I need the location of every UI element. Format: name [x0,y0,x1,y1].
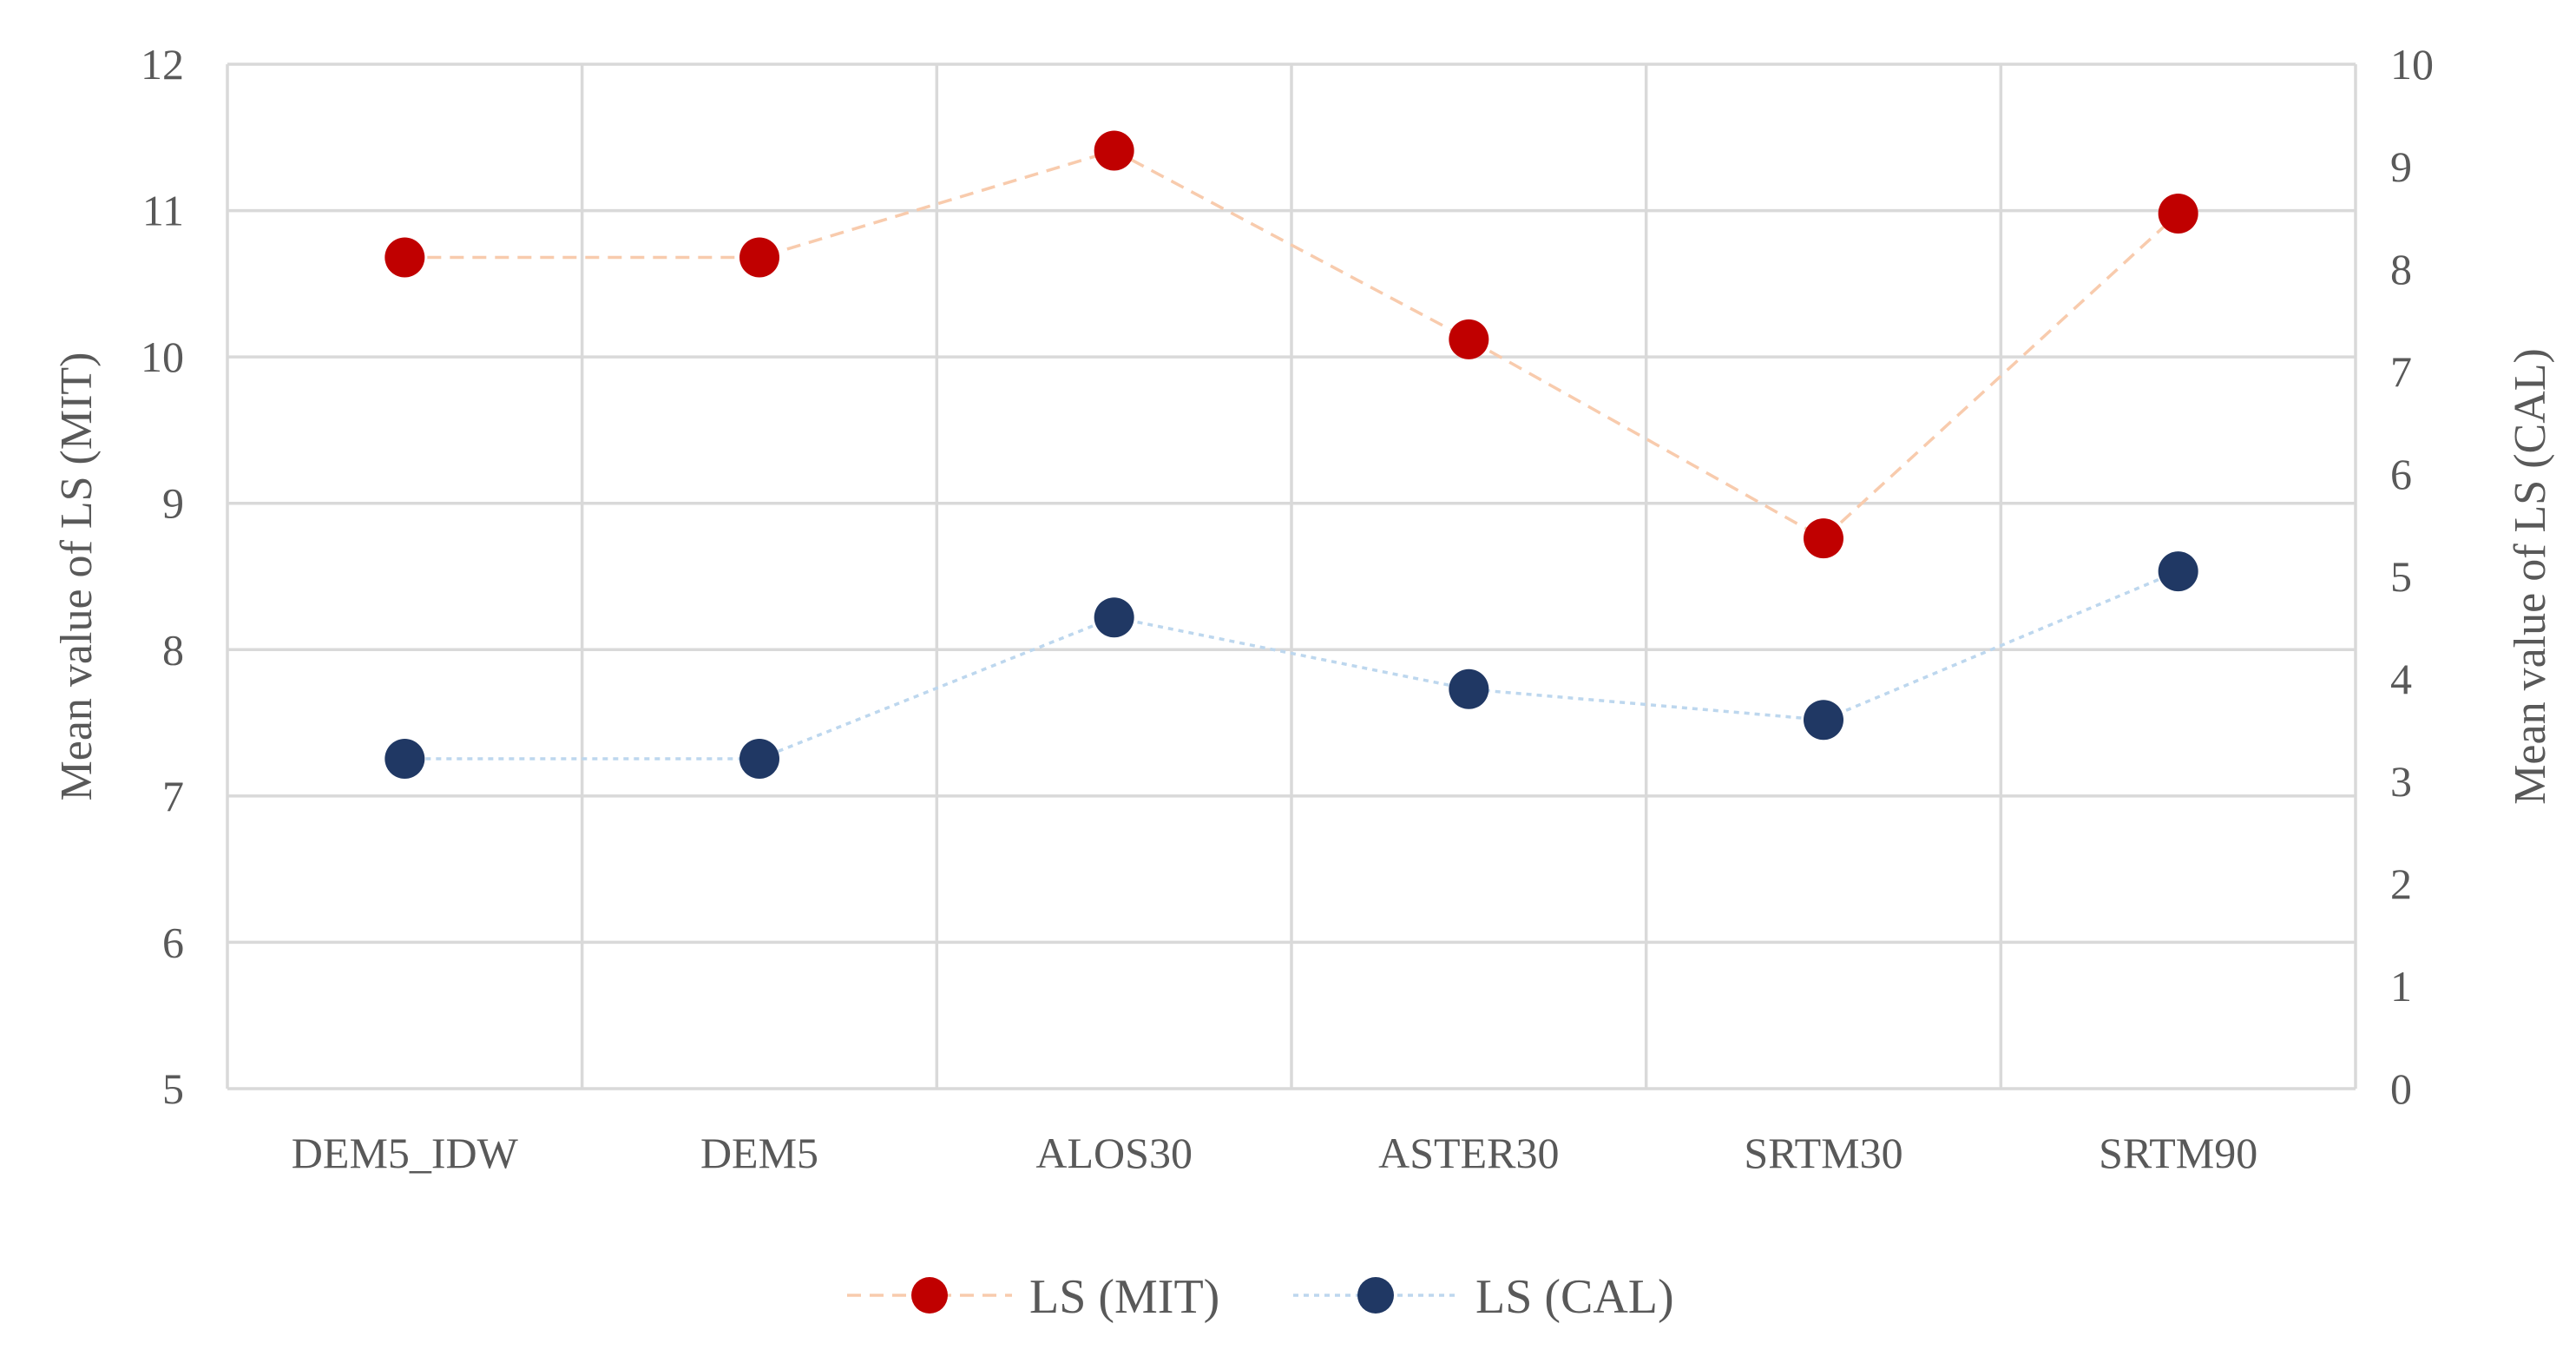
left-axis-title: Mean value of LS (MIT) [52,352,102,801]
left-axis-tick-label: 5 [162,1064,184,1113]
x-axis-category-label: SRTM90 [2099,1129,2257,1177]
right-axis-tick-label: 0 [2390,1064,2412,1113]
right-axis-tick-label: 6 [2390,450,2412,498]
grid-layer [226,63,2357,1090]
left-axis-tick-label: 6 [162,918,184,966]
right-axis-tick-label: 7 [2390,347,2412,396]
data-point-marker [1094,597,1134,638]
left-axis-tick-label: 12 [141,40,184,89]
data-point-marker [1804,700,1843,741]
x-axis-category-label: ALOS30 [1035,1129,1193,1177]
data-point-marker [739,237,779,278]
right-axis-tick-label: 9 [2390,142,2412,191]
left-axis-tick-label: 8 [162,625,184,674]
left-axis-tick-label: 10 [141,333,184,381]
data-point-marker [384,237,425,278]
left-axis-tick-label: 11 [142,187,184,235]
data-point-marker [1449,319,1489,359]
data-point-marker [2158,193,2198,234]
legend-marker [1357,1277,1394,1314]
left-axis-tick-label: 7 [162,772,184,820]
x-axis-category-label: DEM5 [700,1129,818,1177]
x-axis-category-label: ASTER30 [1378,1129,1559,1177]
legend: LS (MIT) LS (CAL) [847,1270,1674,1324]
series-line [404,148,2179,541]
legend-label: LS (CAL) [1475,1270,1674,1324]
right-axis-tick-label: 5 [2390,552,2412,601]
data-point-marker [1804,518,1843,559]
right-axis-tick-label: 3 [2390,757,2412,806]
right-axis-tick-label: 4 [2390,655,2412,703]
right-axis-tick-label: 1 [2390,962,2412,1011]
data-point-marker [384,739,425,780]
right-axis-tick-label: 10 [2390,40,2434,89]
right-axis-tick-label: 2 [2390,859,2412,908]
left-axis-tick-label: 9 [162,479,184,528]
x-axis-category-label: SRTM30 [1744,1129,1902,1177]
legend-marker [911,1277,948,1314]
series-line [404,570,2179,761]
data-point-marker [1449,668,1489,709]
legend-label: LS (MIT) [1029,1270,1219,1324]
data-point-marker [2158,551,2198,592]
data-point-marker [739,739,779,780]
right-axis-tick-label: 8 [2390,245,2412,293]
data-point-marker [1094,130,1134,171]
x-axis-category-label: DEM5_IDW [292,1129,519,1177]
series-layer [384,130,2198,780]
right-axis-title: Mean value of LS (CAL) [2506,348,2555,805]
